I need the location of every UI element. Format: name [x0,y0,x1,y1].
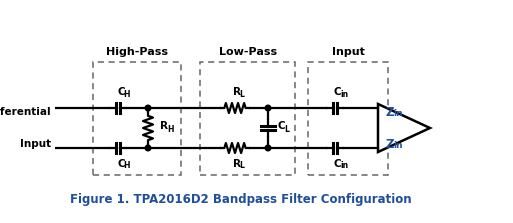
Bar [200,62,295,175]
Text: L: L [240,90,244,99]
Text: in: in [341,161,349,170]
Text: Differential: Differential [0,107,51,117]
Text: Z: Z [386,138,394,151]
Circle shape [265,105,271,111]
Text: High-Pass: High-Pass [106,47,168,57]
Text: C: C [334,159,342,169]
Text: Figure 1. TPA2016D2 Bandpass Filter Configuration: Figure 1. TPA2016D2 Bandpass Filter Conf… [70,194,412,206]
Text: in: in [393,142,403,151]
Text: R: R [233,159,241,169]
Text: Z: Z [386,105,394,118]
Text: R: R [233,87,241,97]
Text: L: L [285,124,289,134]
Text: L: L [240,161,244,170]
Circle shape [145,145,151,151]
Text: Input: Input [20,139,51,149]
Text: C: C [117,159,125,169]
Bar [93,62,181,175]
Text: C: C [278,121,286,131]
Circle shape [265,145,271,151]
Text: Input: Input [331,47,364,57]
Text: R: R [160,121,168,131]
Text: H: H [167,124,173,134]
Text: C: C [117,87,125,97]
Polygon shape [378,104,430,152]
Text: H: H [123,161,129,170]
Text: C: C [334,87,342,97]
Circle shape [145,105,151,111]
Bar [308,62,388,175]
Text: Low-Pass: Low-Pass [219,47,277,57]
Text: H: H [123,90,129,99]
Text: in: in [341,90,349,99]
Text: in: in [393,109,403,118]
